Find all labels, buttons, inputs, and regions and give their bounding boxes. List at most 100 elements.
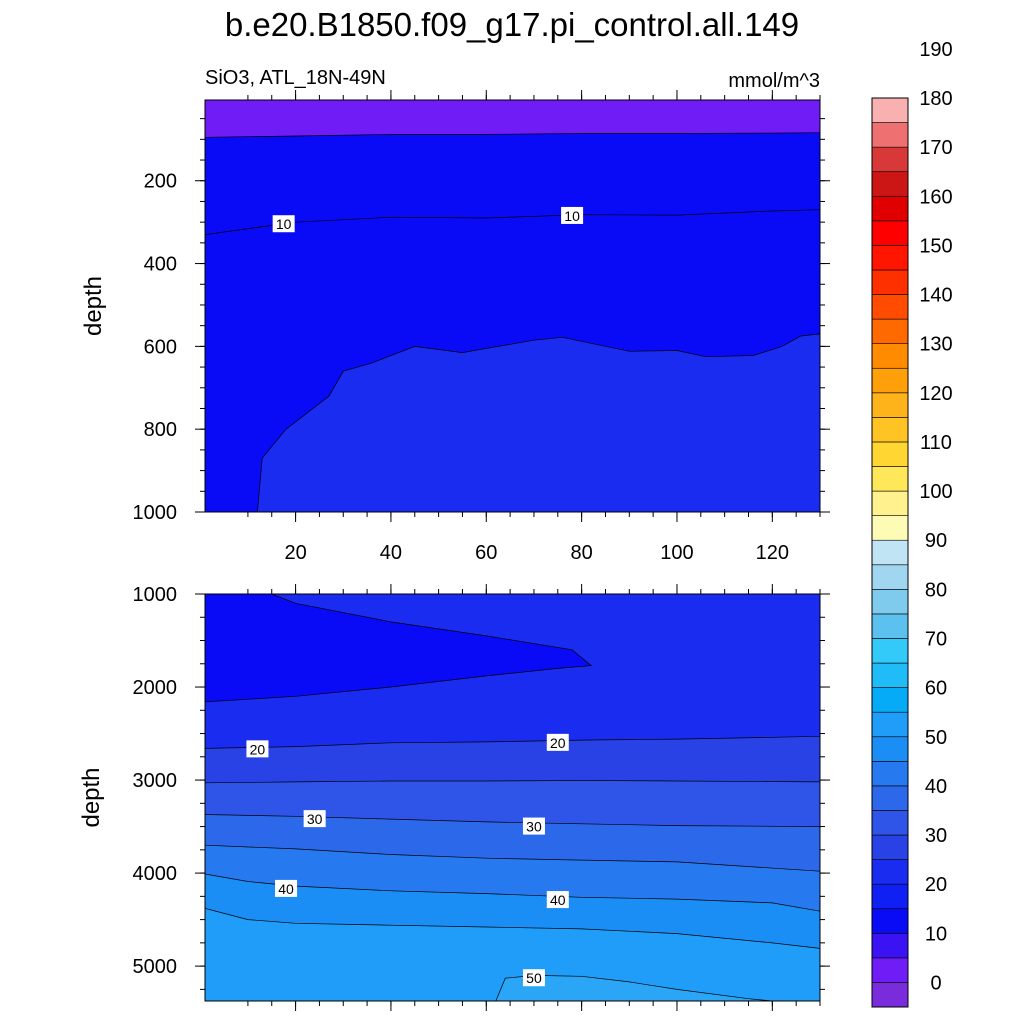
colorbar-swatch: [871, 97, 909, 123]
colorbar-tick-label: 110: [920, 432, 952, 454]
colorbar-swatch: [871, 318, 909, 344]
colorbar-swatch: [871, 417, 909, 443]
colorbar-tick-label: 20: [925, 874, 947, 896]
isoline-50: [495, 975, 773, 1001]
colorbar-swatch: [871, 932, 909, 959]
y-tick-label: 3000: [133, 770, 178, 792]
colorbar-tick-label: 90: [925, 530, 947, 552]
contour-label-box: [561, 206, 584, 224]
colorbar-swatch: [871, 539, 909, 566]
plot-area: [205, 594, 820, 1001]
plot-frame: [204, 593, 821, 1002]
colorbar-swatch: [871, 687, 909, 713]
isoline-10: [205, 209, 820, 235]
figure-title: b.e20.B1850.f09_g17.pi_control.all.149: [225, 6, 799, 43]
colorbar-tick-label: 120: [919, 383, 952, 405]
colorbar-swatch: [871, 982, 909, 1008]
isoline-15: [257, 333, 820, 512]
contour-label-box: [522, 817, 545, 835]
colorbar-swatch: [871, 515, 909, 541]
colorbar-swatch: [871, 122, 909, 148]
colorbar-tick-label: 60: [925, 678, 947, 700]
colorbar-tick-label: 40: [925, 776, 947, 798]
colorbar-tick-label: 170: [919, 137, 952, 159]
isoline-40: [205, 873, 820, 912]
band-15-20: [257, 333, 820, 512]
subtitle-left: SiO3, ATL_18N-49N: [205, 67, 386, 89]
colorbar-tick-label: 160: [919, 186, 952, 208]
colorbar-swatch: [871, 466, 909, 492]
colorbar-swatch: [871, 810, 909, 836]
colorbar-tick-label: 70: [925, 628, 947, 650]
contour-label-box: [275, 879, 298, 897]
colorbar-swatch: [871, 589, 909, 615]
units-label: mmol/m^3: [728, 70, 820, 92]
x-tick-label: 20: [284, 542, 306, 564]
y-tick-label: 1000: [133, 502, 178, 524]
colorbar-swatch: [871, 171, 909, 197]
contour-label: 40: [278, 881, 294, 897]
y-tick-label: 400: [144, 254, 177, 276]
colorbar-swatch: [871, 195, 909, 222]
y-tick-label: 2000: [133, 677, 178, 699]
colorbar-tick-label: 190: [919, 39, 952, 61]
colorbar-swatch: [871, 834, 909, 860]
x-tick-label: 80: [571, 542, 593, 564]
isoline-15: [205, 594, 593, 703]
colorbar-tick-label: 180: [919, 88, 952, 110]
contour-label-box: [546, 733, 569, 751]
colorbar-tick-label: 80: [925, 579, 947, 601]
isoline-45: [205, 908, 820, 949]
y-tick-label: 5000: [133, 956, 178, 978]
contour-label: 10: [276, 216, 292, 232]
contour-label: 40: [550, 892, 566, 908]
contour-label-box: [303, 810, 326, 828]
colorbar-tick-label: 100: [919, 481, 952, 503]
colorbar-swatch: [871, 736, 909, 762]
isoline-5: [205, 132, 820, 138]
colorbar-tick-label: 50: [925, 727, 947, 749]
contour-band: [205, 908, 820, 1001]
colorbar-swatch: [871, 785, 909, 811]
y-tick-label: 800: [144, 419, 177, 441]
colorbar-swatch: [871, 269, 909, 295]
isoline-35: [205, 844, 820, 872]
colorbar-swatch: [871, 392, 909, 418]
contour-band-50: [495, 975, 773, 1001]
isoline-20: [205, 735, 820, 749]
y-tick-label: 200: [144, 171, 177, 193]
y-axis-label: depth: [78, 767, 105, 827]
upper-depth-panel: 10 10 200 400 600 800 1000 20 40 60 80 100 120 depth: [80, 90, 830, 564]
contour-label: 50: [526, 970, 542, 986]
x-tick-label: 100: [660, 542, 693, 564]
colorbar-swatch: [871, 564, 909, 590]
lower-depth-panel: 20 20 30 30 40 40 50 1000 2000 3000 4000 5000 depth: [78, 584, 830, 1011]
contour-label-box: [246, 740, 269, 758]
y-tick-label: 600: [144, 336, 177, 358]
contour-label: 10: [564, 208, 580, 224]
x-tick-label: 60: [475, 542, 497, 564]
colorbar-tick-label: 0: [930, 972, 941, 994]
colorbar-swatch: [871, 490, 909, 516]
colorbar-swatch: [871, 859, 909, 885]
colorbar-swatch: [871, 908, 909, 934]
colorbar-frame: [871, 97, 909, 1008]
colorbar-swatch: [871, 343, 909, 369]
contour-label-box: [272, 215, 295, 233]
contour-label: 30: [307, 811, 323, 827]
colorbar-swatch: [871, 441, 909, 467]
plot-area: [205, 100, 820, 512]
colorbar-swatch: [871, 367, 909, 394]
colorbar-swatch: [871, 883, 909, 910]
contour-label: 30: [526, 819, 542, 835]
colorbar-swatch: [871, 957, 909, 983]
plot-frame: [204, 99, 821, 513]
colorbar-swatch: [871, 146, 909, 173]
colorbar-swatch: [871, 761, 909, 787]
colorbar-tick-label: 10: [925, 923, 947, 945]
contour-label: 20: [550, 735, 566, 751]
colorbar-swatch: [871, 220, 909, 246]
contour-label-box: [546, 891, 569, 909]
colorbar-tick-label: 140: [919, 285, 952, 307]
